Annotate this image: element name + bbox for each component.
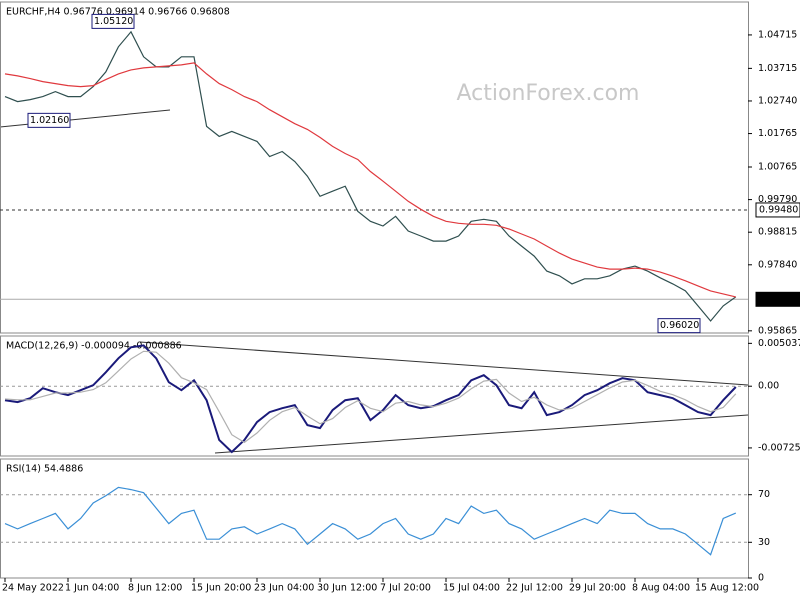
y-tick-label: 0.95865 — [758, 325, 797, 336]
series-line — [4, 62, 736, 298]
y-tick-label: 0 — [758, 573, 764, 584]
x-tick-label: 15 Jul 04:00 — [443, 583, 500, 594]
trend-line — [214, 414, 749, 454]
x-tick-label: 8 Jun 12:00 — [128, 583, 182, 594]
y-tick-label: -0.007251 — [758, 442, 800, 453]
annotation-box — [27, 112, 71, 128]
x-tick-label: 15 Aug 12:00 — [695, 583, 759, 594]
series-line — [4, 344, 737, 454]
level-label: 0.96808 — [759, 294, 798, 305]
y-tick-label: 0.97840 — [758, 259, 797, 270]
level-label: 0.99480 — [759, 204, 798, 215]
trend-line — [139, 341, 749, 386]
panel-title: MACD(12,26,9) -0.000094 -0.000886 — [6, 341, 182, 352]
x-tick-label: 7 Jul 20:00 — [380, 583, 431, 594]
y-tick-label: 0.005037 — [758, 338, 800, 349]
x-tick-label: 23 Jun 04:00 — [254, 583, 314, 594]
y-tick-label: 1.03715 — [758, 63, 797, 74]
y-tick-label: 0.98815 — [758, 227, 797, 238]
x-tick-label: 8 Aug 04:00 — [632, 583, 690, 594]
panel-frame — [0, 1, 749, 334]
annotation-label: 0.96020 — [660, 320, 699, 331]
y-tick-label: 30 — [758, 537, 770, 548]
y-tick-label: 0.99790 — [758, 194, 797, 205]
y-tick-label: 1.04715 — [758, 29, 797, 40]
watermark: ActionForex.com — [457, 81, 640, 106]
annotation-box — [657, 318, 701, 334]
x-tick-label: 29 Jul 20:00 — [569, 583, 626, 594]
y-tick-label: 1.02740 — [758, 95, 797, 106]
panel-title: RSI(14) 54.4886 — [6, 464, 83, 475]
y-tick-label: 70 — [758, 489, 770, 500]
x-tick-label: 22 Jul 12:00 — [506, 583, 563, 594]
level-label-box — [755, 202, 800, 218]
annotation-box — [91, 13, 135, 29]
panel-frame — [0, 458, 749, 579]
x-tick-label: 1 Jun 04:00 — [65, 583, 119, 594]
annotation-label: 1.02160 — [30, 115, 69, 126]
y-tick-label: 0.00 — [758, 381, 779, 392]
x-tick-label: 24 May 2022 — [2, 583, 64, 594]
series-line — [4, 486, 737, 556]
panel-title: EURCHF,H4 0.96776 0.96914 0.96766 0.9680… — [6, 7, 230, 18]
y-tick-label: 1.01765 — [758, 128, 797, 139]
y-tick-label: 1.00765 — [758, 161, 797, 172]
panel-frame — [0, 335, 749, 457]
level-label-box — [755, 291, 800, 307]
series-line — [4, 30, 737, 322]
x-tick-label: 15 Jun 20:00 — [191, 583, 251, 594]
series-line — [4, 350, 737, 444]
x-tick-label: 30 Jun 12:00 — [317, 583, 377, 594]
annotation-label: 1.05120 — [94, 16, 133, 27]
